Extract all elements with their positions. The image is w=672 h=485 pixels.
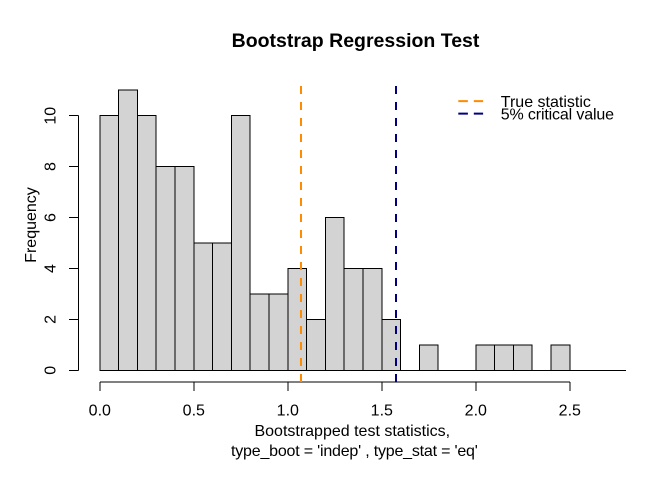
svg-text:2.0: 2.0 [465, 403, 487, 420]
svg-text:1.0: 1.0 [277, 403, 299, 420]
svg-text:Bootstrapped test statistics,: Bootstrapped test statistics, [254, 423, 450, 440]
svg-text:4: 4 [43, 264, 60, 273]
svg-text:True statistic: True statistic [501, 94, 591, 111]
svg-text:Frequency: Frequency [23, 187, 40, 263]
svg-text:10: 10 [43, 107, 60, 125]
svg-text:5% critical value: 5% critical value [501, 107, 614, 124]
svg-text:8: 8 [43, 162, 60, 171]
svg-text:1.5: 1.5 [371, 403, 393, 420]
svg-text:Bootstrap Regression Test: Bootstrap Regression Test [232, 30, 480, 52]
svg-text:0.0: 0.0 [89, 403, 111, 420]
svg-text:2.5: 2.5 [559, 403, 581, 420]
svg-text:0.5: 0.5 [183, 403, 205, 420]
svg-text:0: 0 [43, 366, 60, 375]
svg-text:2: 2 [43, 315, 60, 324]
svg-text:6: 6 [43, 213, 60, 222]
svg-text:type_boot = 'indep' , type_sta: type_boot = 'indep' , type_stat = 'eq' [231, 443, 478, 460]
